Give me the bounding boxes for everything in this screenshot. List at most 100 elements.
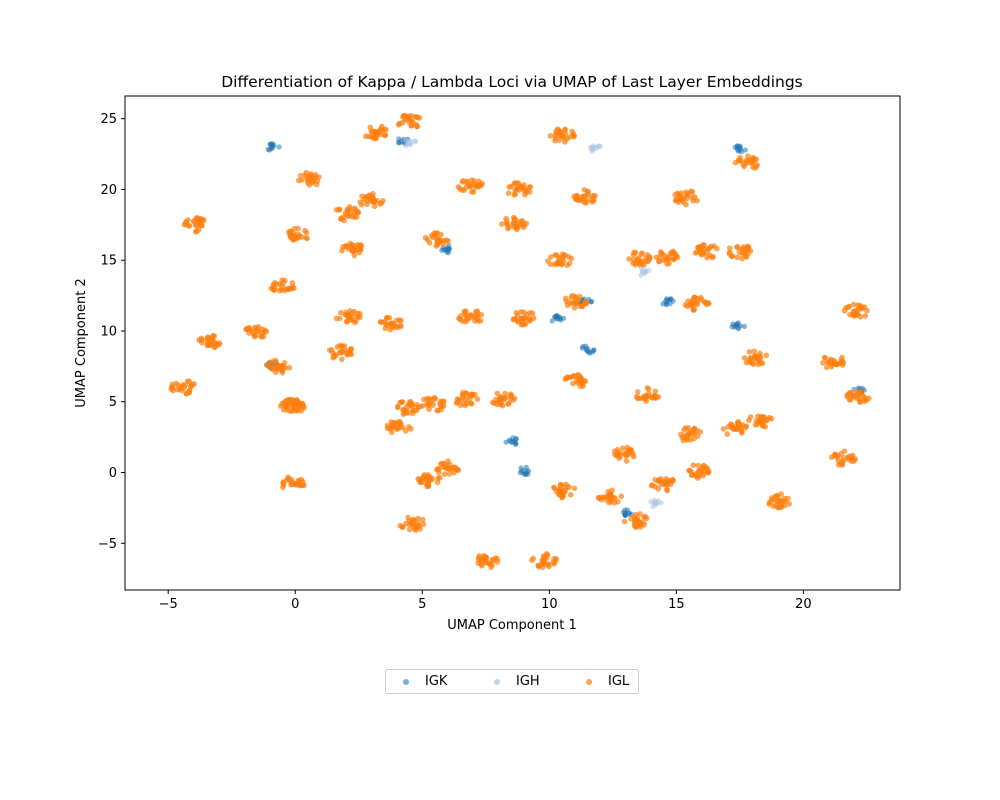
data-point-igl [720, 418, 750, 437]
data-point-igl [653, 248, 681, 267]
x-tick-label: 20 [795, 597, 812, 612]
data-point-igl [726, 243, 754, 262]
data-point-igl [453, 389, 481, 409]
data-point-igl [384, 418, 414, 436]
data-point-igh [648, 497, 664, 510]
data-point-igl [678, 425, 704, 444]
data-point-igk [620, 507, 635, 519]
legend-label-igl: IGL [608, 674, 630, 689]
data-point-igl [633, 385, 662, 404]
legend-label-igk: IGK [425, 674, 448, 689]
data-point-igk [503, 435, 519, 447]
data-point-igl [196, 333, 223, 350]
data-point-igl [505, 180, 534, 198]
data-point-igl [828, 448, 859, 468]
data-point-igl [363, 123, 389, 142]
data-point-igl [455, 177, 485, 195]
data-point-igl [562, 292, 590, 311]
data-point-igl [611, 444, 637, 464]
y-axis-label: UMAP Component 2 [74, 278, 89, 407]
data-point-igl [327, 342, 355, 363]
data-point-igl [422, 230, 451, 249]
data-point-igl [547, 126, 578, 145]
data-point-igl [551, 481, 578, 501]
x-tick-label: 15 [668, 597, 685, 612]
data-point-igl [333, 308, 363, 326]
data-point-igl [626, 249, 653, 268]
x-tick-label: −5 [159, 597, 178, 612]
data-point-igl [746, 413, 775, 430]
data-point-igl [475, 553, 501, 571]
y-tick-label: −5 [98, 537, 117, 552]
data-point-igl [595, 487, 625, 506]
data-point-igl [545, 251, 575, 269]
data-point-igl [692, 242, 720, 261]
x-tick-label: 5 [418, 597, 426, 612]
data-point-igl [339, 240, 364, 259]
data-point-igl [571, 187, 598, 206]
data-point-igl [766, 491, 793, 511]
data-point-igl [394, 398, 421, 418]
data-point-igl [621, 511, 650, 530]
data-point-igh [403, 136, 419, 149]
data-point-igl [268, 277, 297, 294]
chart-title: Differentiation of Kappa / Lambda Loci v… [221, 73, 803, 91]
data-point-igk [732, 143, 748, 155]
x-tick-label: 0 [291, 597, 299, 612]
y-tick-label: 10 [100, 324, 117, 339]
y-tick-label: 5 [109, 395, 117, 410]
data-point-igl [844, 388, 872, 406]
data-point-igl [377, 314, 404, 333]
data-point-igl [357, 190, 386, 210]
axis-ticks: −5 0 5 10 15 20 −5 0 5 10 15 20 25 [98, 112, 812, 612]
data-point-igl [395, 112, 423, 130]
data-point-igl [498, 214, 530, 233]
data-point-igl [415, 472, 443, 490]
legend-marker-igl [586, 679, 592, 685]
data-point-igk [549, 312, 567, 324]
data-point-igl [529, 551, 560, 571]
y-tick-label: 15 [100, 254, 117, 269]
data-point-igl [456, 308, 485, 325]
data-point-igk [579, 343, 597, 356]
data-point-igl [417, 394, 447, 414]
plot-area [124, 95, 901, 591]
data-point-igk [660, 296, 676, 308]
legend-marker-igh [494, 679, 500, 685]
data-point-igk [439, 242, 453, 256]
point-clusters [168, 112, 872, 571]
legend-label-igh: IGH [516, 674, 540, 689]
y-tick-label: 0 [109, 466, 117, 481]
legend: IGK IGH IGL [385, 669, 639, 694]
data-point-igl [333, 203, 362, 224]
data-point-igl [686, 462, 712, 481]
data-point-igl [277, 397, 307, 414]
data-point-igk [265, 141, 282, 153]
data-point-igl [181, 214, 207, 235]
x-tick-label: 10 [541, 597, 558, 612]
data-point-igl [841, 301, 870, 320]
legend-marker-igk [403, 679, 409, 685]
data-point-igk [517, 464, 532, 477]
data-point-igl [562, 372, 589, 390]
data-point-igl [649, 476, 677, 494]
data-point-igl [433, 458, 462, 478]
data-point-igl [264, 357, 293, 376]
data-point-igl [280, 474, 307, 491]
data-point-igl [397, 514, 427, 533]
data-point-igh [638, 265, 652, 278]
data-point-igl [732, 153, 760, 171]
y-tick-label: 25 [100, 112, 117, 127]
y-tick-label: 20 [100, 183, 117, 198]
data-point-igl [741, 348, 770, 368]
data-point-igl [820, 354, 847, 371]
data-point-igl [168, 378, 197, 397]
data-point-igl [285, 225, 310, 243]
data-point-igl [490, 390, 518, 409]
data-point-igl [672, 188, 700, 208]
x-axis-label: UMAP Component 1 [447, 618, 576, 633]
data-point-igl [243, 323, 270, 340]
data-point-igh [587, 143, 603, 154]
data-point-igl [510, 309, 537, 328]
